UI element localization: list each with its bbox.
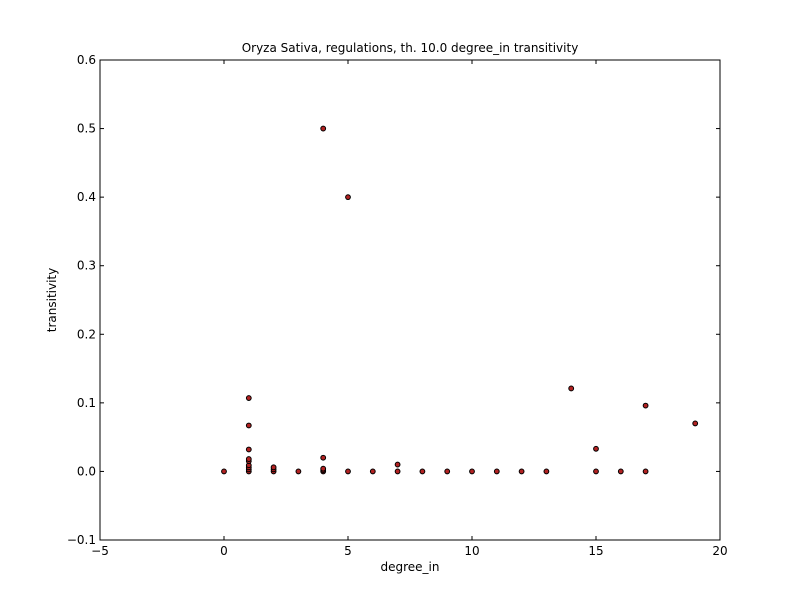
data-point: [543, 468, 550, 475]
x-tick-label: 15: [588, 544, 603, 558]
data-point: [568, 385, 575, 392]
data-point: [345, 194, 351, 201]
data-point: [469, 468, 475, 475]
x-tick-label: 20: [712, 544, 727, 558]
data-point: [642, 402, 649, 409]
data-point: [617, 468, 624, 475]
data-point: [270, 464, 277, 471]
chart-title: Oryza Sativa, regulations, th. 10.0 degr…: [242, 41, 579, 55]
y-tick-label: 0.3: [77, 259, 96, 273]
y-tick-label: 0.4: [77, 190, 96, 204]
y-tick-label: −0.1: [67, 533, 96, 547]
y-axis-ticks: −0.1 0.0 0.1 0.2 0.3 0.4 0.5 0.6: [67, 53, 720, 547]
data-point: [320, 465, 327, 472]
data-point: [642, 468, 649, 475]
data-point: [221, 468, 227, 475]
x-tick-label: 10: [464, 544, 479, 558]
y-tick-label: 0.0: [77, 464, 96, 478]
data-point: [419, 468, 426, 475]
data-point: [518, 468, 525, 475]
x-tick-label: −5: [91, 544, 109, 558]
x-tick-label: 5: [344, 544, 352, 558]
data-point: [245, 446, 252, 453]
y-tick-label: 0.5: [77, 122, 96, 136]
x-axis-ticks: −5 0 5 10 15 20: [91, 60, 728, 558]
y-tick-label: 0.2: [77, 327, 96, 341]
data-point: [320, 454, 327, 461]
data-point: [245, 395, 252, 401]
y-axis-title: transitivity: [45, 268, 59, 332]
data-points: [221, 125, 699, 475]
data-point: [593, 468, 599, 475]
data-point: [320, 125, 327, 132]
y-tick-label: 0.6: [77, 53, 96, 67]
data-point: [692, 420, 699, 427]
data-point: [394, 468, 401, 475]
data-point: [593, 445, 599, 452]
x-tick-label: 0: [220, 544, 228, 558]
data-point: [245, 456, 252, 462]
data-point: [345, 468, 351, 475]
x-axis-title: degree_in: [381, 560, 440, 574]
data-point: [245, 422, 252, 429]
data-point: [369, 468, 376, 475]
plot-frame: [99, 59, 721, 541]
data-point: [394, 461, 401, 468]
y-tick-label: 0.1: [77, 396, 96, 410]
data-point: [444, 468, 451, 475]
data-point: [295, 468, 302, 475]
data-point: [493, 468, 500, 475]
